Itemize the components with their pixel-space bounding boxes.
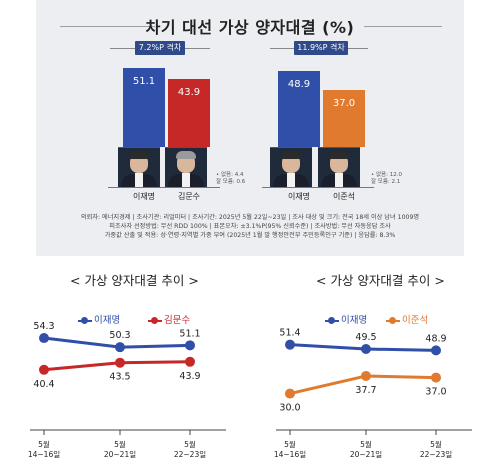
data-label: 49.5	[355, 332, 376, 343]
trend-title-1: < 가상 양자대결 추이 >	[70, 273, 199, 288]
methodology-line: 피조사자 선정방법: 무선 RDD 100% | 표본오차: ±3.1%P(95…	[109, 223, 391, 230]
x-tick-label: 5월 20~21일	[104, 439, 136, 459]
candidate-photo-kim	[165, 147, 207, 188]
data-point	[39, 364, 49, 375]
data-point	[285, 339, 295, 350]
data-point	[115, 357, 125, 368]
data-point	[185, 356, 195, 367]
candidate-photo-leejs	[318, 147, 360, 188]
trend-chart-1: 5월 14~16일 5월 20~21일 5월 22~23일 54.3 50.3 51.1 40.4…	[28, 321, 226, 459]
bar-value-kim: 43.9	[177, 86, 201, 98]
data-label: 43.5	[109, 372, 130, 383]
legend-swatch	[325, 316, 339, 324]
title-rule-left	[60, 26, 155, 27]
data-label: 50.3	[109, 330, 130, 341]
data-point	[39, 333, 49, 344]
x-tick-label: 5월 22~23일	[420, 439, 452, 459]
data-point	[361, 370, 371, 381]
data-label: 54.3	[33, 321, 54, 332]
page-title: 차기 대선 가상 양자대결 (%)	[145, 18, 355, 37]
legend-swatch	[78, 316, 92, 324]
legend-lee-2: 이재명	[325, 312, 367, 326]
data-point	[361, 344, 371, 354]
bar-value-lee-2: 48.9	[287, 79, 311, 91]
bar-lee-1	[123, 67, 165, 147]
bar-value-lee-1: 51.1	[132, 75, 156, 87]
x-tick-label: 5월 14~16일	[28, 439, 60, 459]
x-tick-label: 5월 20~21일	[350, 439, 382, 459]
head-to-head-panel	[36, 0, 464, 256]
legend-kim: 김문수	[148, 312, 190, 326]
candidate-name-kim: 김문수	[177, 192, 201, 201]
bar-leejs	[323, 89, 365, 147]
data-label: 43.9	[179, 371, 200, 382]
data-label: 51.1	[179, 328, 200, 339]
data-label: 37.7	[355, 385, 376, 396]
legend-leejs: 이준석	[386, 312, 428, 326]
data-label: 48.9	[425, 333, 446, 344]
gap-badge: 7.2%P 격차	[135, 41, 185, 55]
legend-label: 이재명	[341, 315, 368, 326]
legend-swatch	[386, 316, 400, 324]
methodology-line: 의뢰자: 에너지경제 | 조사기관: 리얼미터 | 조사기간: 2025년 5월…	[80, 214, 420, 221]
candidate-photo-lee-2	[270, 147, 312, 188]
note-none-2: • 없음: 12.0	[371, 172, 402, 178]
data-label: 51.4	[279, 328, 300, 339]
bar-kim	[168, 78, 210, 147]
gap-badge: 11.9%P 격차	[294, 41, 348, 55]
legend-lee-1: 이재명	[78, 312, 120, 326]
note-unknown-1: 잘 모름: 0.6	[216, 179, 246, 185]
candidate-name-leejs: 이준석	[332, 192, 356, 201]
methodology-line: 가중값 산출 및 적용: 성·연령·지역별 가중 부여 (2025년 1월 말 …	[104, 232, 396, 239]
note-none-1: • 없음: 4.4	[216, 172, 244, 178]
legend-label: 이재명	[94, 315, 121, 326]
data-point	[185, 340, 195, 351]
data-label: 40.4	[33, 379, 54, 390]
trend-chart-2: 5월 14~16일 5월 20~21일 5월 22~23일 51.4 49.5 48.9 30.0…	[274, 328, 472, 459]
bar-value-leejs: 37.0	[332, 97, 356, 109]
x-tick-label: 5월 14~16일	[274, 439, 306, 459]
legend-label: 이준석	[402, 315, 429, 326]
survey-methodology: 의뢰자: 에너지경제 | 조사기관: 리얼미터 | 조사기간: 2025년 5월…	[52, 213, 448, 240]
bar-lee-2	[278, 71, 320, 147]
note-unknown-2: 잘 모름: 2.1	[371, 179, 401, 185]
candidate-name-lee-1: 이재명	[132, 192, 156, 201]
data-label: 30.0	[279, 403, 300, 414]
candidate-photo-lee-1	[118, 147, 160, 188]
data-point	[115, 342, 125, 353]
legend-label: 김문수	[164, 315, 191, 326]
title-rule-right	[364, 26, 442, 27]
data-point	[285, 388, 295, 399]
x-tick-label: 5월 22~23일	[174, 439, 206, 459]
candidate-name-lee-2: 이재명	[287, 192, 311, 201]
data-point	[431, 372, 441, 383]
baseline-2	[262, 187, 374, 188]
data-point	[431, 345, 441, 356]
data-label: 37.0	[425, 387, 446, 398]
legend-swatch	[148, 316, 162, 324]
baseline-1	[108, 187, 220, 188]
trend-title-2: < 가상 양자대결 추이 >	[316, 273, 445, 288]
